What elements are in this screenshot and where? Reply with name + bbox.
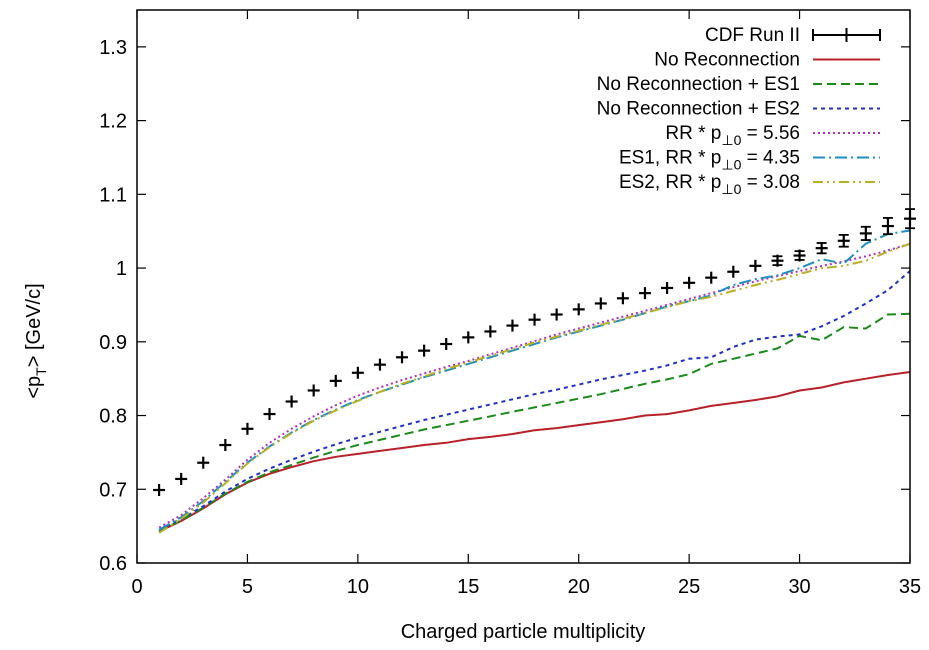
y-tick-label: 1.1	[99, 184, 127, 206]
x-tick-label: 30	[788, 576, 810, 598]
legend-entry-2: No Reconnection + ES1	[597, 74, 880, 95]
y-tick-label: 0.9	[99, 332, 127, 354]
cdf-data-point	[484, 325, 497, 338]
x-tick-label: 5	[242, 576, 253, 598]
series-line-2	[158, 270, 911, 531]
y-tick-label: 1.2	[99, 111, 127, 133]
cdf-data-point	[396, 351, 409, 364]
legend-entry-6: ES2, RR * p⊥0 = 3.08	[619, 172, 880, 197]
cdf-data-point	[263, 408, 276, 421]
cdf-data-point	[307, 384, 320, 397]
cdf-data-point	[197, 456, 210, 469]
y-axis-label: <pT> [GeV/c]	[23, 283, 49, 398]
cdf-data-point	[572, 303, 585, 316]
cdf-data-point	[329, 374, 342, 387]
x-tick-label: 0	[131, 576, 142, 598]
legend-entry-3: No Reconnection + ES2	[597, 99, 880, 120]
cdf-data-point	[219, 439, 232, 452]
y-tick-label: 1	[116, 258, 127, 280]
cdf-data-point	[550, 308, 563, 321]
cdf-data-point	[351, 366, 364, 379]
legend-label: RR * p⊥0 = 5.56	[665, 123, 800, 148]
cdf-data-point	[153, 484, 166, 497]
cdf-data-point	[506, 319, 519, 332]
series-line-0	[158, 371, 911, 533]
y-tick-label: 1.3	[99, 37, 127, 59]
x-axis-label: Charged particle multiplicity	[401, 621, 646, 643]
x-tick-label: 25	[678, 576, 700, 598]
y-tick-label: 0.7	[99, 479, 127, 501]
legend-entry-5: ES1, RR * p⊥0 = 4.35	[619, 148, 880, 173]
cdf-data-point	[837, 233, 850, 248]
cdf-data-point	[793, 249, 806, 262]
x-tick-label: 20	[568, 576, 590, 598]
x-tick-label: 35	[899, 576, 921, 598]
axis-ticks: 0 5 10 15 20 25 30 35 0.6 0.7 0.8 0.9 1 1.1 1.2 1.3	[99, 10, 921, 598]
legend-label: ES1, RR * p⊥0 = 4.35	[619, 148, 800, 173]
cdf-data-point	[616, 292, 629, 305]
cdf-data-point	[241, 422, 254, 435]
legend-label: No Reconnection	[654, 50, 800, 71]
cdf-data-point	[815, 242, 828, 255]
legend-entry-0: CDF Run II	[705, 25, 881, 46]
series-line-5	[158, 242, 911, 534]
series-lines	[158, 229, 911, 534]
cdf-data-point	[285, 395, 298, 408]
y-tick-label: 0.6	[99, 553, 127, 575]
legend-label: No Reconnection + ES2	[597, 99, 800, 120]
legend-label: No Reconnection + ES1	[597, 74, 800, 95]
cdf-data-point	[373, 358, 386, 371]
y-tick-label: 0.8	[99, 406, 127, 428]
cdf-data-point	[462, 331, 475, 344]
cdf-data-point	[683, 276, 696, 289]
cdf-data-point	[727, 265, 740, 278]
x-tick-label: 15	[457, 576, 479, 598]
cdf-data-point	[705, 271, 718, 284]
cdf-data-point	[594, 297, 607, 310]
cdf-data-point	[749, 259, 762, 272]
cdf-data-point	[661, 281, 674, 294]
cdf-data-point	[440, 338, 453, 351]
cdf-data-point	[881, 217, 894, 236]
legend-entry-4: RR * p⊥0 = 5.56	[665, 123, 880, 148]
legend-entry-1: No Reconnection	[654, 50, 880, 71]
series-line-1	[158, 312, 911, 533]
cdf-data-point	[528, 313, 541, 326]
cdf-data-point	[859, 225, 872, 241]
cdf-data-point	[638, 287, 651, 300]
legend-label: CDF Run II	[705, 25, 800, 46]
legend: CDF Run II No Reconnection No Reconnection…	[597, 25, 881, 197]
cdf-data-point	[771, 254, 784, 267]
plot-frame	[136, 9, 911, 564]
cdf-data-point	[175, 472, 188, 485]
x-tick-label: 10	[347, 576, 369, 598]
legend-label: ES2, RR * p⊥0 = 3.08	[619, 172, 800, 197]
cdf-data-point	[418, 344, 431, 357]
